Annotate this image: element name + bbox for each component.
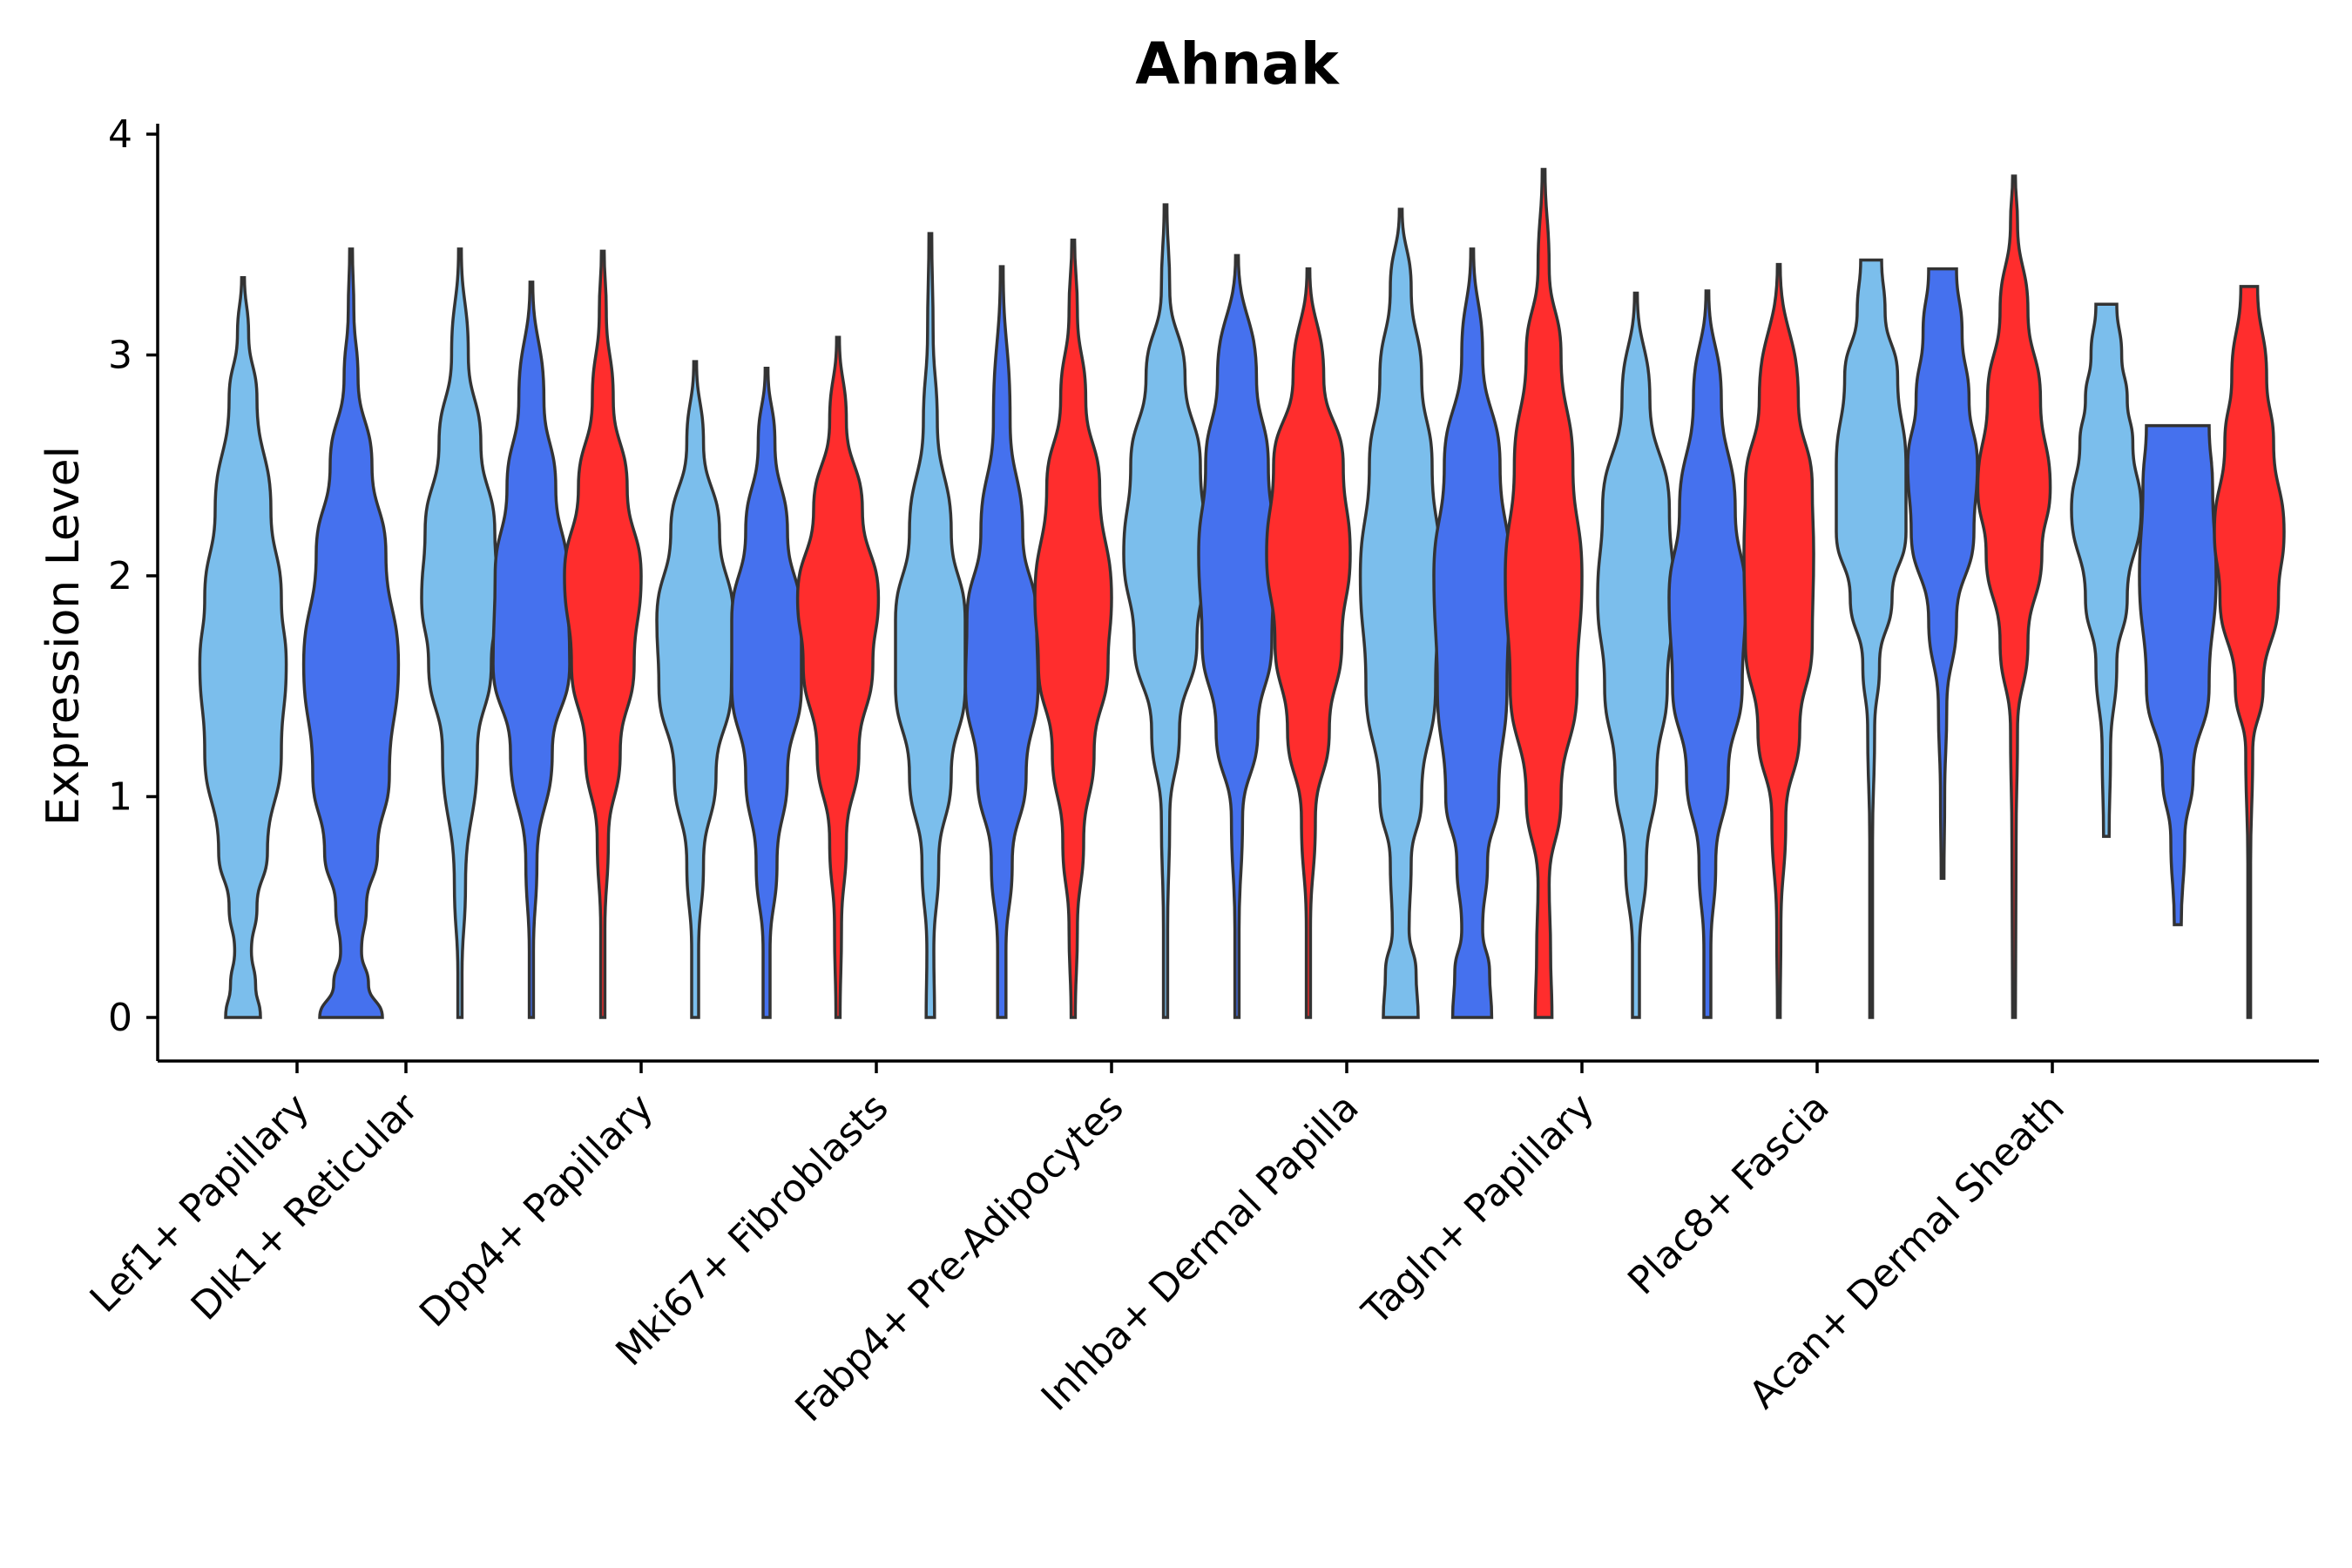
y-tick-label: 4 bbox=[108, 112, 132, 157]
violin-4-2 bbox=[1265, 267, 1352, 1019]
violin-6-2 bbox=[1742, 262, 1815, 1019]
y-axis-label: Expression Level bbox=[37, 446, 90, 826]
violin-3-1 bbox=[963, 265, 1040, 1019]
chart-title: Ahnak bbox=[1135, 30, 1341, 98]
violin-4-0 bbox=[1122, 203, 1209, 1019]
violin-1-0 bbox=[420, 247, 500, 1019]
violin-8-2 bbox=[2213, 285, 2286, 1019]
violin-3-0 bbox=[894, 232, 967, 1019]
violin-3-2 bbox=[1033, 238, 1113, 1019]
violin-2-0 bbox=[655, 360, 735, 1019]
violin-0-1 bbox=[301, 247, 401, 1019]
violin-1-2 bbox=[563, 249, 643, 1019]
violin-7-2 bbox=[1976, 174, 2052, 1019]
y-tick-label: 1 bbox=[108, 775, 132, 820]
violin-2-2 bbox=[795, 335, 881, 1019]
violin-6-1 bbox=[1667, 289, 1747, 1019]
y-tick-label: 2 bbox=[108, 554, 132, 598]
violin-4-1 bbox=[1197, 253, 1277, 1019]
violin-5-2 bbox=[1504, 167, 1584, 1019]
violin-5-0 bbox=[1358, 207, 1443, 1019]
y-tick-label: 3 bbox=[108, 334, 132, 378]
y-axis-ticks: 0 1 2 3 4 bbox=[108, 112, 158, 1040]
violin-6-0 bbox=[1596, 291, 1676, 1019]
violin-5-1 bbox=[1432, 247, 1512, 1019]
violin-8-1 bbox=[2138, 423, 2218, 927]
violins-layer bbox=[198, 167, 2286, 1019]
x-tick-label: Plac8+ Fascia bbox=[1619, 1085, 1838, 1304]
violin-1-1 bbox=[491, 280, 571, 1019]
violin-0-0 bbox=[198, 276, 288, 1019]
violin-7-1 bbox=[1906, 267, 1979, 881]
violin-8-0 bbox=[2070, 302, 2143, 838]
violin-2-1 bbox=[730, 366, 803, 1019]
violin-7-0 bbox=[1835, 258, 1908, 1019]
x-tick-label: Dpp4+ Papillary bbox=[411, 1085, 662, 1336]
y-tick-label: 0 bbox=[108, 996, 132, 1040]
x-tick-label: Tagln+ Papillary bbox=[1354, 1085, 1603, 1335]
